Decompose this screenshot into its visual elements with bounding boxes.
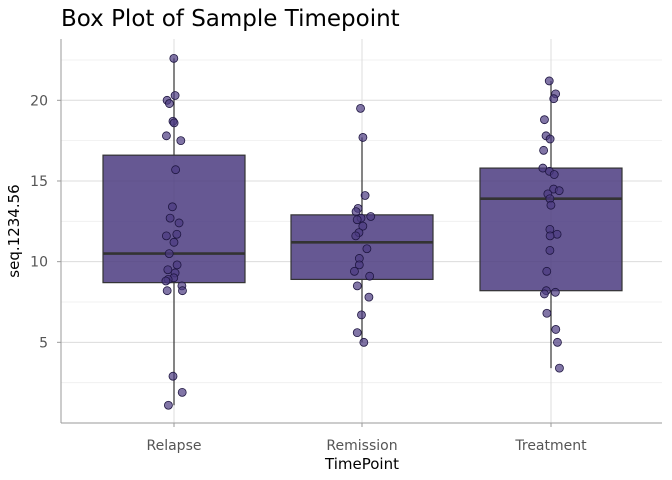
y-tick-label: 10 bbox=[30, 255, 48, 271]
data-point bbox=[351, 231, 361, 241]
data-point bbox=[539, 289, 549, 299]
data-point bbox=[172, 260, 182, 270]
data-point bbox=[542, 308, 552, 318]
data-point bbox=[350, 266, 359, 276]
data-point bbox=[162, 131, 171, 141]
data-point bbox=[162, 286, 172, 296]
data-point bbox=[551, 325, 561, 334]
data-point bbox=[546, 200, 556, 210]
data-point bbox=[161, 231, 171, 241]
data-point bbox=[545, 245, 555, 255]
chart-title: Box Plot of Sample Timepoint bbox=[61, 6, 400, 32]
x-tick-label: Treatment bbox=[514, 438, 587, 454]
data-point bbox=[176, 136, 186, 146]
data-point bbox=[540, 115, 549, 125]
data-point bbox=[354, 260, 364, 270]
data-point bbox=[359, 337, 369, 347]
data-point bbox=[172, 229, 182, 239]
data-point bbox=[164, 400, 173, 410]
data-point bbox=[356, 103, 365, 113]
x-axis-title: TimePoint bbox=[324, 455, 399, 473]
data-point bbox=[539, 145, 549, 155]
y-tick-label: 5 bbox=[39, 335, 48, 351]
box-remission bbox=[290, 137, 434, 343]
data-point bbox=[167, 202, 177, 212]
data-point bbox=[171, 165, 181, 175]
data-point bbox=[165, 213, 175, 223]
data-point bbox=[358, 133, 368, 142]
data-point bbox=[362, 244, 372, 254]
y-tick-label: 20 bbox=[30, 93, 48, 109]
x-tick-label: Relapse bbox=[147, 438, 202, 454]
axes: 5 10 15 20 Relapse Remission Treatment bbox=[30, 39, 662, 454]
data-point bbox=[161, 276, 171, 286]
data-point bbox=[365, 271, 375, 281]
data-point bbox=[352, 328, 362, 338]
data-point bbox=[169, 118, 179, 128]
data-point bbox=[555, 363, 564, 373]
data-point bbox=[174, 218, 184, 228]
data-point bbox=[366, 212, 376, 221]
data-point bbox=[168, 371, 178, 381]
data-point bbox=[545, 231, 555, 241]
data-point bbox=[170, 91, 180, 100]
data-point bbox=[352, 281, 362, 291]
y-tick-label: 15 bbox=[30, 174, 48, 190]
data-point bbox=[357, 310, 366, 320]
data-point bbox=[358, 221, 368, 231]
data-point bbox=[352, 215, 362, 225]
data-point bbox=[554, 186, 564, 196]
data-point bbox=[360, 191, 370, 200]
data-point bbox=[549, 170, 559, 179]
x-tick-label: Remission bbox=[326, 438, 397, 454]
data-point bbox=[164, 249, 174, 258]
points-layer bbox=[161, 53, 564, 410]
data-point bbox=[178, 286, 187, 296]
box-treatment bbox=[479, 80, 623, 369]
data-point bbox=[553, 337, 562, 347]
data-point bbox=[169, 237, 179, 247]
data-point bbox=[542, 266, 552, 276]
y-axis-title: seq.1234.56 bbox=[5, 184, 23, 277]
data-point bbox=[550, 287, 560, 297]
data-point bbox=[164, 99, 174, 108]
data-point bbox=[549, 94, 559, 104]
data-point bbox=[364, 292, 374, 302]
data-point bbox=[544, 76, 554, 86]
data-point bbox=[545, 134, 555, 144]
data-point bbox=[163, 265, 173, 275]
data-point bbox=[169, 53, 179, 63]
data-point bbox=[177, 387, 187, 397]
